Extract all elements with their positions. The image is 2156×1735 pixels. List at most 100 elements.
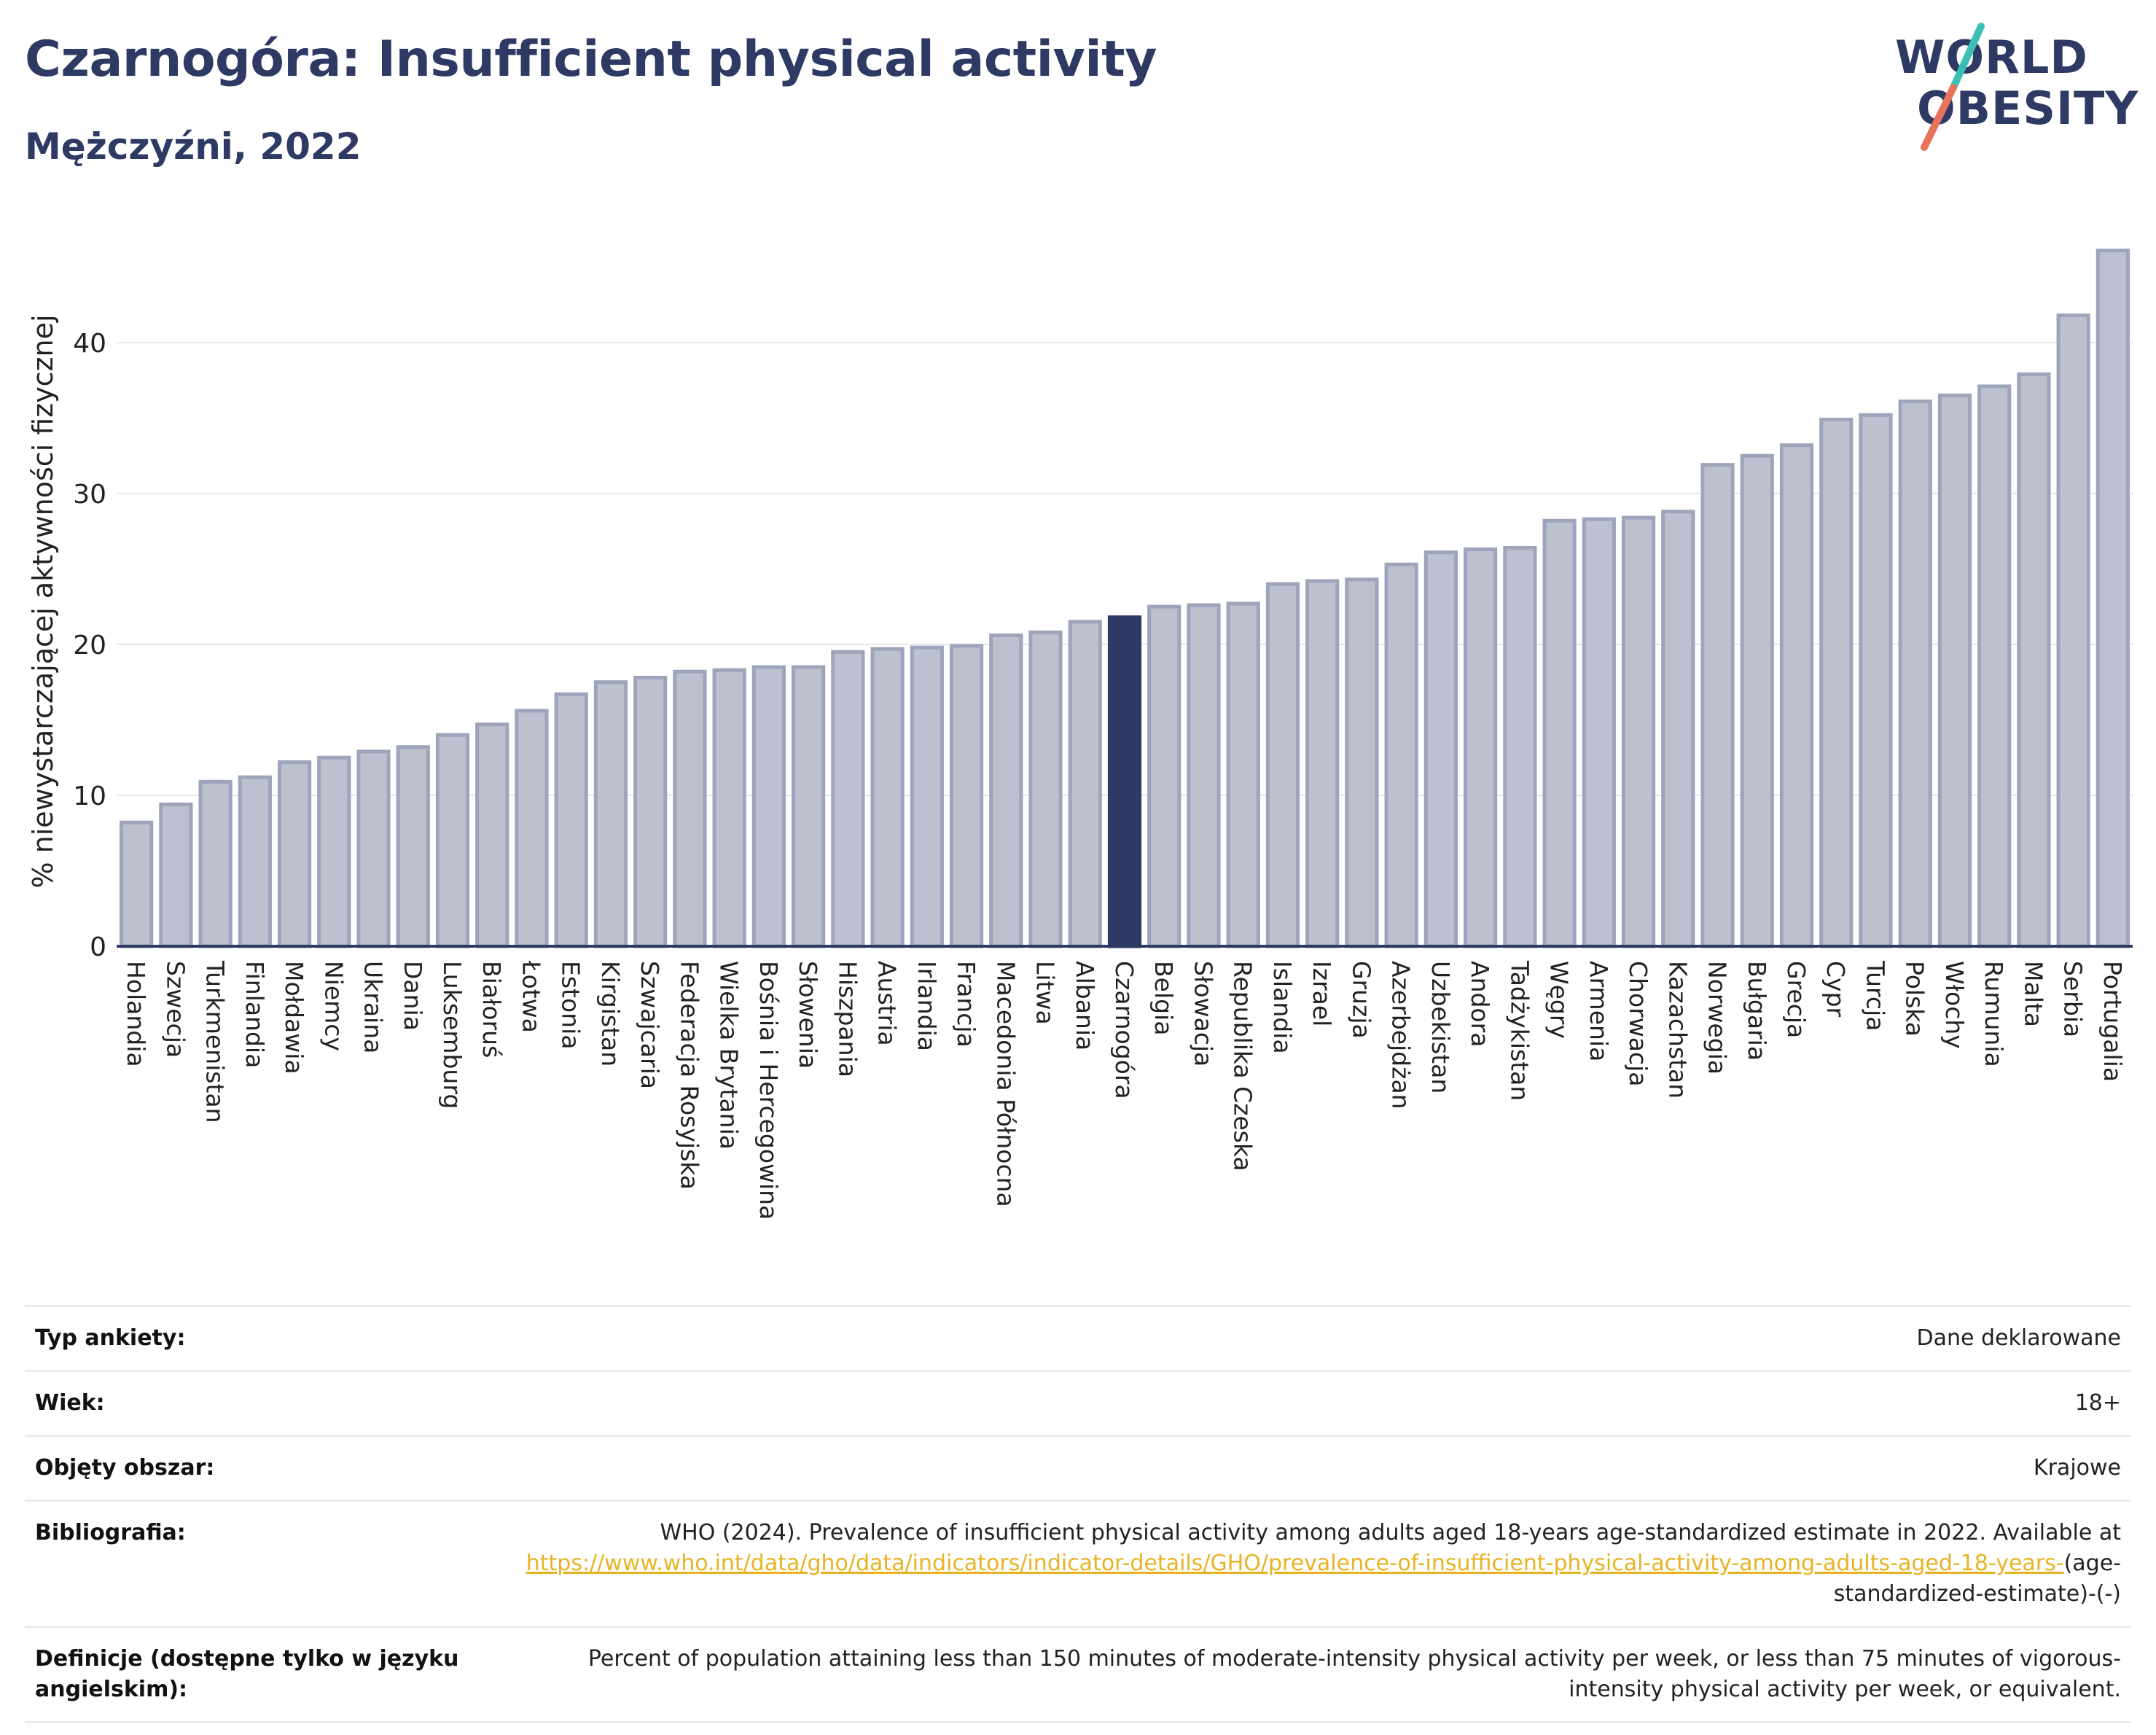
definition-value: Percent of population attaining less tha…	[587, 1646, 2121, 1702]
x-tick-label: Słowenia	[794, 961, 822, 1069]
bar-35	[1503, 545, 1537, 948]
x-tick-label: Republika Czeska	[1229, 961, 1257, 1171]
x-tick-label: Izrael	[1308, 961, 1336, 1026]
bar-3	[238, 775, 272, 948]
page-title: Czarnogóra: Insufficient physical activi…	[25, 31, 1157, 88]
bar-14	[673, 669, 707, 948]
x-tick-label: Turcja	[1861, 960, 1889, 1031]
info-row-age: Wiek: 18+	[25, 1370, 2131, 1435]
x-tick-label: Andora	[1466, 961, 1494, 1047]
age-label: Wiek:	[35, 1390, 105, 1416]
bar-21	[949, 644, 984, 948]
x-tick-label: Austria	[873, 961, 902, 1046]
y-tick-label: 10	[73, 781, 106, 811]
bibliography-link[interactable]: https://www.who.int/data/gho/data/indica…	[526, 1551, 2064, 1576]
x-tick-label: Łotwa	[517, 960, 545, 1033]
x-tick-label: Grecja	[1782, 961, 1811, 1038]
x-tick-label: Szwecja	[161, 961, 190, 1058]
x-axis-labels: Holandia Szwecja Turkmenistan Finlandia Mołd…	[122, 960, 2127, 1220]
logo-slash-bottom	[1921, 84, 1957, 151]
info-row-area: Objęty obszar: Krajowe	[25, 1435, 2131, 1500]
bar-17	[792, 665, 826, 948]
bar-20	[910, 645, 944, 948]
bar-16	[751, 665, 786, 948]
logo-line1: WORLD	[1895, 31, 2088, 84]
bar-9	[475, 722, 509, 948]
page-subtitle: Mężczyźni, 2022	[25, 125, 362, 168]
y-axis-label: % niewystarczającej aktywności fizycznej	[27, 314, 59, 888]
bibliography-suffix: (age-standardized-estimate)-(-)	[1833, 1551, 2121, 1607]
y-tick-label: 20	[73, 631, 106, 660]
bar-2	[198, 779, 233, 948]
x-tick-label: Czarnogóra	[1110, 961, 1138, 1099]
x-tick-label: Słowacja	[1189, 961, 1217, 1067]
bar-39	[1661, 510, 1695, 948]
x-tick-label: Rumunia	[1980, 961, 2008, 1067]
bar-4	[277, 760, 312, 948]
x-tick-label: Portugalia	[2098, 961, 2127, 1082]
x-tick-label: Islandia	[1268, 961, 1297, 1054]
x-tick-label: Turkmenistan	[201, 960, 230, 1123]
bar-7	[396, 745, 430, 948]
bar-36	[1542, 518, 1577, 948]
x-tick-label: Belgia	[1149, 961, 1178, 1035]
bar-30	[1305, 579, 1340, 948]
y-tick-label: 40	[73, 329, 106, 359]
x-tick-label: Finlandia	[241, 961, 269, 1068]
x-tick-label: Uzbekistan	[1426, 961, 1455, 1093]
x-tick-label: Malta	[2019, 961, 2047, 1027]
x-tick-label: Dania	[399, 961, 427, 1031]
info-row-definition: Definicje (dostępne tylko w języku angie…	[25, 1626, 2131, 1723]
bar-46	[1937, 393, 1972, 948]
bar-45	[1898, 399, 1932, 948]
x-tick-label: Azerbejdżan	[1387, 961, 1415, 1110]
x-tick-label: Cypr	[1821, 961, 1850, 1018]
bar-41	[1740, 453, 1774, 948]
bibliography-label: Bibliografia:	[35, 1520, 186, 1545]
bar-32	[1384, 562, 1418, 948]
bar-22	[989, 633, 1023, 948]
bar-11	[554, 692, 588, 948]
x-tick-label: Chorwacja	[1624, 961, 1652, 1086]
bar-6	[356, 749, 391, 948]
bar-29	[1265, 582, 1300, 948]
bar-13	[633, 676, 668, 948]
bar-25	[1107, 615, 1142, 948]
bar-26	[1147, 604, 1181, 948]
bar-8	[435, 733, 470, 948]
x-tick-label: Ukraina	[359, 961, 388, 1053]
bar-12	[593, 680, 628, 948]
x-tick-label: Niemcy	[319, 961, 348, 1051]
x-tick-label: Hiszpania	[833, 961, 862, 1077]
x-tick-label: Białoruś	[477, 961, 506, 1058]
bar-38	[1621, 515, 1656, 948]
bar-15	[712, 668, 746, 948]
bar-28	[1226, 601, 1260, 948]
x-tick-label: Bośnia i Hercegowina	[754, 961, 783, 1220]
bibliography-value: WHO (2024). Prevalence of insufficient p…	[501, 1518, 2121, 1610]
x-tick-label: Estonia	[557, 961, 585, 1049]
bar-49	[2056, 313, 2090, 948]
bar-24	[1068, 620, 1102, 948]
bars	[120, 249, 2130, 948]
x-tick-label: Szwajcaria	[636, 961, 664, 1089]
x-tick-label: Bułgaria	[1743, 961, 1771, 1061]
x-tick-label: Kirgistan	[596, 961, 625, 1067]
bar-33	[1423, 550, 1458, 948]
bar-19	[870, 647, 905, 948]
x-tick-label: Serbia	[2059, 961, 2087, 1037]
bar-10	[515, 709, 549, 948]
info-table: Typ ankiety: Dane deklarowane Wiek: 18+ …	[25, 1305, 2131, 1723]
bar-48	[2017, 372, 2051, 948]
x-tick-label: Luksemburg	[438, 961, 466, 1109]
info-row-bibliography: Bibliografia: WHO (2024). Prevalence of …	[25, 1500, 2131, 1626]
bar-18	[831, 650, 865, 948]
bar-43	[1819, 417, 1854, 948]
x-tick-label: Holandia	[122, 961, 150, 1067]
bar-1	[159, 802, 193, 948]
bar-23	[1028, 630, 1063, 948]
bar-37	[1582, 517, 1616, 948]
bar-42	[1779, 443, 1814, 948]
x-tick-label: Litwa	[1031, 961, 1060, 1025]
definition-label: Definicje (dostępne tylko w języku angie…	[35, 1646, 459, 1702]
